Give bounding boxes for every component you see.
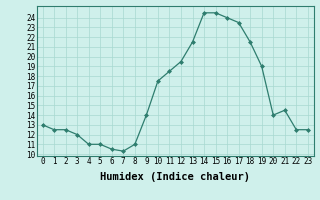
X-axis label: Humidex (Indice chaleur): Humidex (Indice chaleur) <box>100 172 250 182</box>
